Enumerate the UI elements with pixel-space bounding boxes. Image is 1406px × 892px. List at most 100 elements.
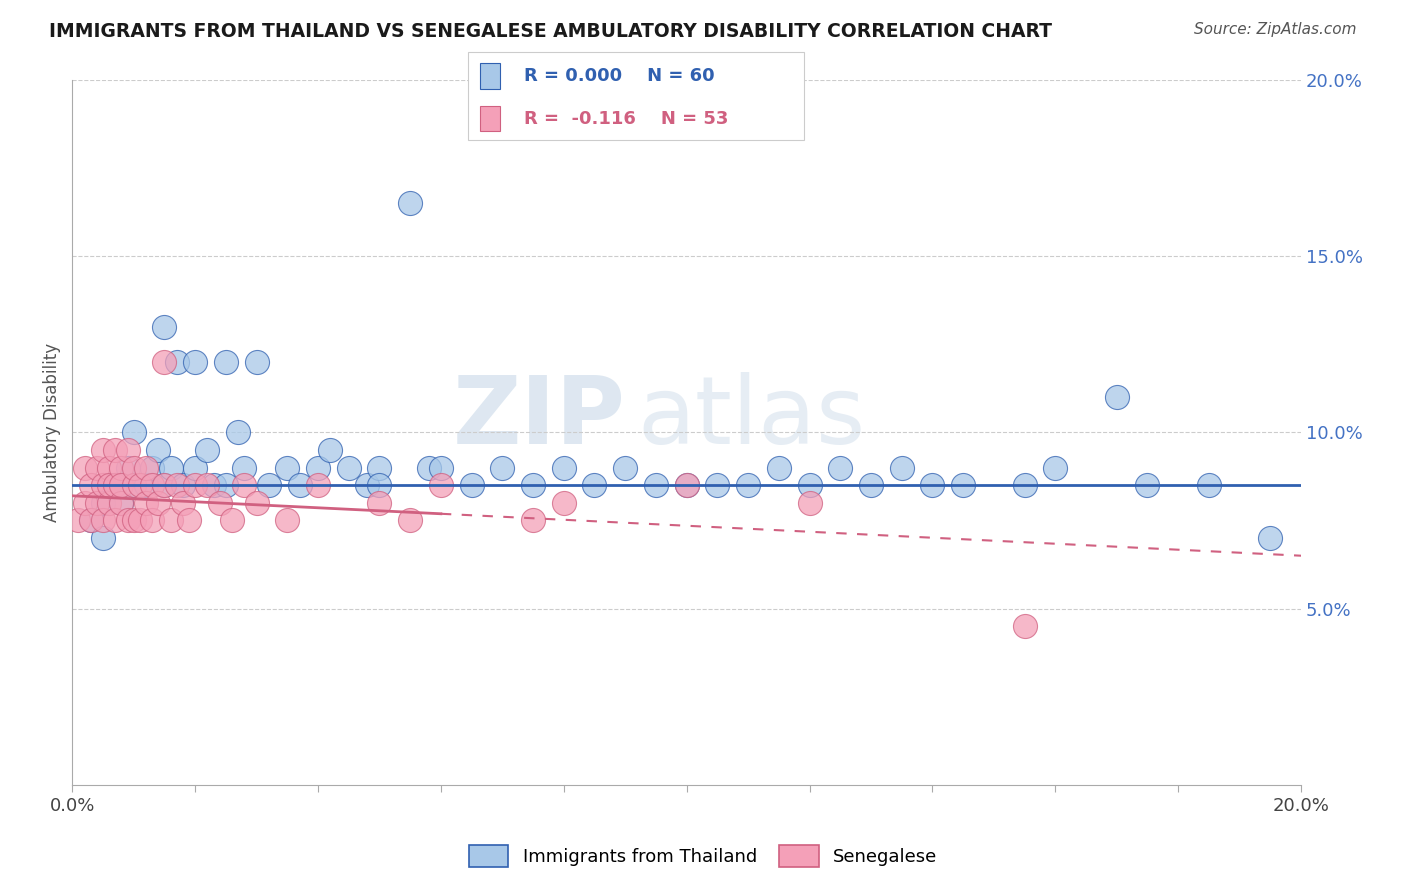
Point	[522, 513, 544, 527]
Point	[117, 442, 139, 457]
Point	[830, 460, 852, 475]
Point	[153, 355, 176, 369]
Point	[172, 478, 194, 492]
Point	[104, 478, 127, 492]
Point	[159, 513, 181, 527]
Point	[197, 442, 219, 457]
Point	[86, 460, 108, 475]
Point	[110, 460, 132, 475]
Point	[288, 478, 311, 492]
Point	[153, 319, 176, 334]
Legend: Immigrants from Thailand, Senegalese: Immigrants from Thailand, Senegalese	[461, 838, 945, 874]
Point	[952, 478, 974, 492]
Point	[221, 513, 243, 527]
Point	[122, 478, 145, 492]
Point	[148, 442, 170, 457]
Point	[110, 496, 132, 510]
Point	[491, 460, 513, 475]
Point	[135, 478, 157, 492]
Point	[148, 496, 170, 510]
Point	[122, 460, 145, 475]
Point	[91, 531, 114, 545]
Point	[197, 478, 219, 492]
Point	[921, 478, 943, 492]
Point	[553, 496, 575, 510]
Point	[104, 442, 127, 457]
Point	[159, 460, 181, 475]
Point	[128, 513, 150, 527]
Text: R =  -0.116    N = 53: R = -0.116 N = 53	[524, 110, 728, 128]
Text: IMMIGRANTS FROM THAILAND VS SENEGALESE AMBULATORY DISABILITY CORRELATION CHART: IMMIGRANTS FROM THAILAND VS SENEGALESE A…	[49, 22, 1052, 41]
Point	[257, 478, 280, 492]
Point	[73, 460, 96, 475]
Point	[399, 196, 422, 211]
Point	[368, 478, 391, 492]
Point	[1136, 478, 1159, 492]
Point	[319, 442, 342, 457]
Point	[553, 460, 575, 475]
Point	[91, 496, 114, 510]
Point	[890, 460, 912, 475]
Point	[1014, 478, 1036, 492]
Point	[91, 478, 114, 492]
Point	[215, 355, 238, 369]
Point	[307, 460, 329, 475]
Point	[86, 496, 108, 510]
Point	[177, 513, 200, 527]
Point	[91, 442, 114, 457]
Point	[276, 513, 298, 527]
Point	[356, 478, 378, 492]
Point	[1014, 619, 1036, 633]
Point	[202, 478, 225, 492]
Point	[245, 355, 267, 369]
Point	[583, 478, 606, 492]
Point	[368, 496, 391, 510]
Point	[460, 478, 482, 492]
Point	[141, 478, 163, 492]
Point	[208, 496, 231, 510]
Point	[276, 460, 298, 475]
Point	[166, 478, 188, 492]
Point	[172, 496, 194, 510]
Point	[128, 478, 150, 492]
Point	[737, 478, 759, 492]
Point	[430, 460, 453, 475]
Point	[79, 478, 101, 492]
Point	[135, 460, 157, 475]
Point	[79, 513, 101, 527]
Point	[67, 513, 90, 527]
Point	[98, 496, 121, 510]
Y-axis label: Ambulatory Disability: Ambulatory Disability	[44, 343, 60, 522]
Point	[117, 513, 139, 527]
Point	[1198, 478, 1220, 492]
Point	[226, 425, 249, 440]
Point	[117, 460, 139, 475]
Point	[184, 478, 207, 492]
Point	[799, 478, 821, 492]
Point	[430, 478, 453, 492]
Point	[122, 513, 145, 527]
Point	[245, 496, 267, 510]
Point	[73, 496, 96, 510]
Point	[706, 478, 728, 492]
Point	[799, 496, 821, 510]
Point	[166, 355, 188, 369]
Text: ZIP: ZIP	[453, 372, 626, 464]
Point	[184, 460, 207, 475]
Point	[675, 478, 697, 492]
Point	[307, 478, 329, 492]
Point	[368, 460, 391, 475]
Point	[104, 513, 127, 527]
Point	[91, 513, 114, 527]
Point	[1045, 460, 1067, 475]
Point	[98, 478, 121, 492]
Point	[859, 478, 882, 492]
Point	[110, 496, 132, 510]
Point	[215, 478, 238, 492]
Point	[79, 513, 101, 527]
Point	[153, 478, 176, 492]
Point	[645, 478, 668, 492]
Point	[522, 478, 544, 492]
Point	[614, 460, 637, 475]
Point	[1258, 531, 1281, 545]
